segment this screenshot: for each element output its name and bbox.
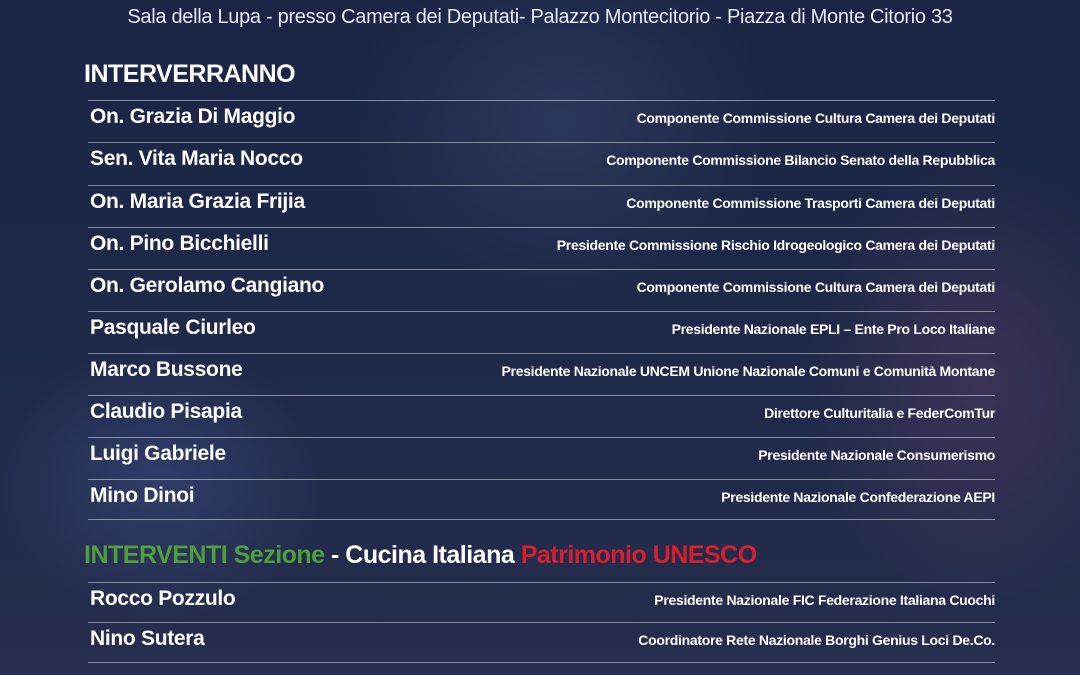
speaker-name: Mino Dinoi: [90, 484, 195, 507]
title-part-green: INTERVENTI Sezione: [84, 541, 325, 569]
divider: [88, 519, 995, 520]
speaker-row: On. Grazia Di Maggio Componente Commissio…: [88, 100, 995, 143]
speaker-row: On. Pino Bicchielli Presidente Commission…: [88, 227, 995, 270]
title-part-white: - Cucina Italiana: [324, 541, 521, 569]
speaker-row: Mino Dinoi Presidente Nazionale Confedera…: [88, 479, 995, 522]
speaker-name: Sen. Vita Maria Nocco: [90, 147, 303, 170]
speaker-row: Pasquale Ciurleo Presidente Nazionale EPL…: [88, 311, 995, 354]
speaker-row: Marco Bussone Presidente Nazionale UNCEM …: [88, 353, 995, 396]
speaker-name: Luigi Gabriele: [90, 442, 226, 465]
speaker-role: Presidente Nazionale Confederazione AEPI: [721, 489, 995, 505]
speaker-name: Rocco Pozzulo: [90, 587, 236, 610]
speaker-name: On. Maria Grazia Frijia: [90, 190, 305, 213]
section-title-interverranno: INTERVERRANNO: [84, 60, 296, 88]
speaker-role: Componente Commissione Cultura Camera de…: [636, 279, 996, 295]
divider: [88, 662, 995, 663]
speaker-name: On. Grazia Di Maggio: [90, 105, 296, 128]
speaker-name: Nino Sutera: [90, 627, 205, 650]
speaker-row: Luigi Gabriele Presidente Nazionale Consu…: [88, 437, 995, 480]
speaker-row: On. Maria Grazia Frijia Componente Commis…: [88, 185, 995, 228]
speaker-role: Presidente Commissione Rischio Idrogeolo…: [556, 237, 996, 253]
speaker-role: Presidente Nazionale Consumerismo: [758, 447, 995, 463]
speaker-role: Presidente Nazionale UNCEM Unione Nazion…: [501, 363, 996, 379]
speaker-role: Coordinatore Rete Nazionale Borghi Geniu…: [638, 632, 995, 648]
speaker-row: Sen. Vita Maria Nocco Componente Commissi…: [88, 142, 995, 185]
speaker-role: Componente Commissione Bilancio Senato d…: [606, 152, 995, 168]
speaker-row: On. Gerolamo Cangiano Componente Commissi…: [88, 269, 995, 312]
venue-text: Sala della Lupa - presso Camera dei Depu…: [127, 6, 953, 28]
speaker-row: Claudio Pisapia Direttore Culturitalia e …: [88, 395, 995, 438]
speaker-name: On. Pino Bicchielli: [90, 232, 269, 255]
speaker-role: Presidente Nazionale EPLI – Ente Pro Loc…: [671, 321, 996, 337]
title-part-red: Patrimonio UNESCO: [520, 541, 757, 569]
speaker-role: Componente Commissione Trasporti Camera …: [626, 195, 995, 211]
speaker-name: Claudio Pisapia: [90, 400, 242, 423]
section-title-interventi: INTERVENTI Sezione - Cucina Italiana Pat…: [84, 541, 757, 570]
speaker-row: Nino Sutera Coordinatore Rete Nazionale B…: [88, 622, 995, 665]
speaker-role: Presidente Nazionale FIC Federazione Ita…: [654, 592, 995, 608]
speaker-name: Pasquale Ciurleo: [90, 316, 256, 339]
speaker-name: On. Gerolamo Cangiano: [90, 274, 325, 297]
speaker-role: Componente Commissione Cultura Camera de…: [636, 110, 996, 126]
speaker-role: Direttore Culturitalia e FederComTur: [764, 405, 995, 421]
speaker-row: Rocco Pozzulo Presidente Nazionale FIC Fe…: [88, 582, 995, 625]
speaker-name: Marco Bussone: [90, 358, 243, 381]
